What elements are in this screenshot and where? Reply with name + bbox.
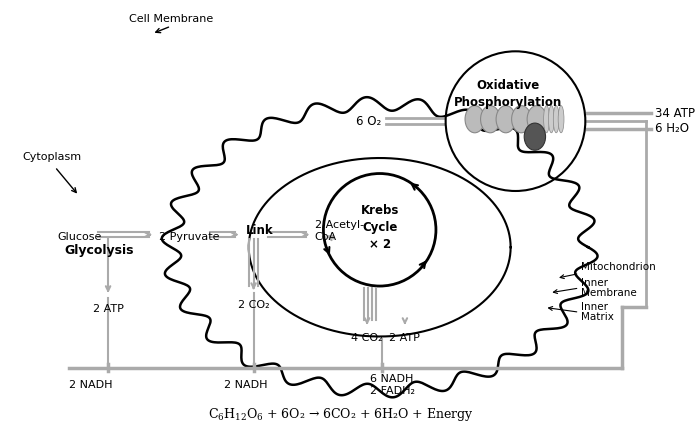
Ellipse shape — [558, 106, 564, 133]
Text: 2 Pyruvate: 2 Pyruvate — [158, 231, 219, 242]
Text: Link: Link — [246, 224, 274, 237]
Text: Glycolysis: Glycolysis — [64, 244, 134, 256]
Text: 6 H₂O: 6 H₂O — [655, 122, 690, 136]
Text: 2 NADH: 2 NADH — [225, 380, 268, 390]
Text: Matrix: Matrix — [582, 312, 615, 322]
Text: 34 ATP: 34 ATP — [655, 107, 695, 120]
Text: 6 NADH
2 FADH₂: 6 NADH 2 FADH₂ — [370, 374, 415, 396]
Ellipse shape — [524, 123, 545, 150]
Text: Membrane: Membrane — [582, 288, 637, 298]
Ellipse shape — [512, 106, 531, 133]
Text: Oxidative
Phosphorylation: Oxidative Phosphorylation — [454, 79, 562, 109]
Ellipse shape — [549, 106, 554, 133]
Ellipse shape — [496, 106, 515, 133]
Text: 2 CO₂: 2 CO₂ — [238, 301, 270, 310]
Ellipse shape — [527, 106, 547, 133]
Ellipse shape — [553, 106, 559, 133]
Ellipse shape — [465, 106, 484, 133]
Text: Cytoplasm: Cytoplasm — [22, 152, 82, 162]
Text: 2 ATP: 2 ATP — [92, 304, 123, 314]
Text: $\mathregular{C_6H_{12}O_6}$ + 6O₂ → 6CO₂ + 6H₂O + Energy: $\mathregular{C_6H_{12}O_6}$ + 6O₂ → 6CO… — [208, 405, 474, 423]
Text: Glucose: Glucose — [57, 231, 102, 242]
Text: 2 Acetyl-
CoA: 2 Acetyl- CoA — [315, 219, 364, 242]
Ellipse shape — [544, 106, 550, 133]
Text: 2 NADH: 2 NADH — [69, 380, 113, 390]
Text: Mitochondrion: Mitochondrion — [582, 262, 656, 272]
Text: 2 ATP: 2 ATP — [389, 334, 420, 343]
Text: Inner: Inner — [582, 278, 608, 288]
Text: 6 O₂: 6 O₂ — [356, 115, 382, 128]
Text: Inner: Inner — [582, 302, 608, 312]
Text: Krebs
Cycle
× 2: Krebs Cycle × 2 — [360, 204, 399, 252]
Text: Cell Membrane: Cell Membrane — [129, 14, 214, 24]
Text: 4 CO₂: 4 CO₂ — [351, 334, 383, 343]
Ellipse shape — [481, 106, 500, 133]
